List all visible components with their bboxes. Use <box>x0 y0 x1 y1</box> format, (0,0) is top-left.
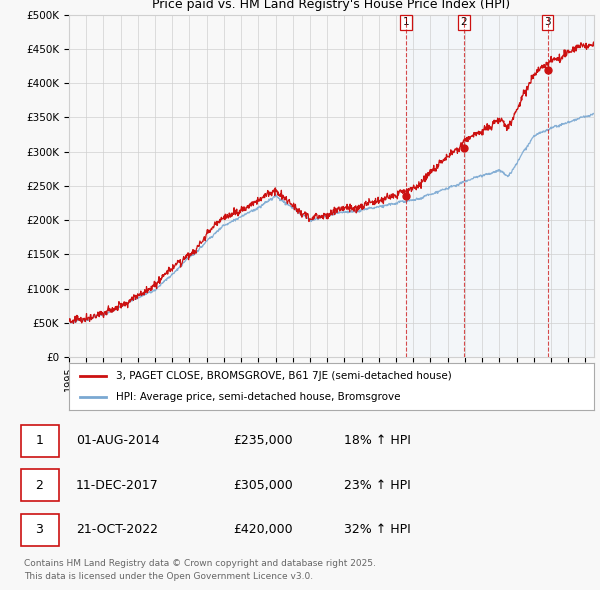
Text: 1: 1 <box>403 18 409 28</box>
Text: 21-OCT-2022: 21-OCT-2022 <box>76 523 158 536</box>
Text: 3: 3 <box>35 523 43 536</box>
Text: Contains HM Land Registry data © Crown copyright and database right 2025.
This d: Contains HM Land Registry data © Crown c… <box>23 559 376 581</box>
Text: 01-AUG-2014: 01-AUG-2014 <box>76 434 160 447</box>
Text: HPI: Average price, semi-detached house, Bromsgrove: HPI: Average price, semi-detached house,… <box>116 392 401 402</box>
Text: 32% ↑ HPI: 32% ↑ HPI <box>344 523 410 536</box>
Text: 23% ↑ HPI: 23% ↑ HPI <box>344 478 410 492</box>
Text: 2: 2 <box>35 478 43 492</box>
FancyBboxPatch shape <box>21 425 59 457</box>
Bar <box>406 15 464 357</box>
Text: £305,000: £305,000 <box>233 478 293 492</box>
Text: 3, PAGET CLOSE, BROMSGROVE, B61 7JE (semi-detached house): 3, PAGET CLOSE, BROMSGROVE, B61 7JE (sem… <box>116 371 452 381</box>
Text: 18% ↑ HPI: 18% ↑ HPI <box>344 434 410 447</box>
Title: 3, PAGET CLOSE, BROMSGROVE, B61 7JE
Price paid vs. HM Land Registry's House Pric: 3, PAGET CLOSE, BROMSGROVE, B61 7JE Pric… <box>152 0 511 11</box>
Text: 1: 1 <box>35 434 43 447</box>
Text: 3: 3 <box>544 18 551 28</box>
Text: 11-DEC-2017: 11-DEC-2017 <box>76 478 159 492</box>
Text: £235,000: £235,000 <box>233 434 293 447</box>
FancyBboxPatch shape <box>21 514 59 546</box>
Text: £420,000: £420,000 <box>233 523 293 536</box>
Text: 2: 2 <box>461 18 467 28</box>
Bar <box>548 15 594 357</box>
Bar <box>464 15 548 357</box>
FancyBboxPatch shape <box>21 469 59 502</box>
